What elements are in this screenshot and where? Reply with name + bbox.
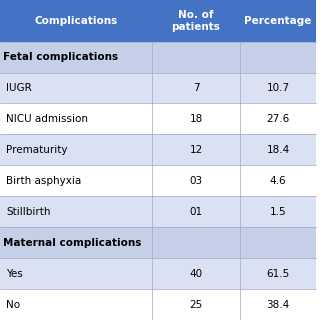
Text: No. of
patients: No. of patients [172,10,220,32]
Text: 10.7: 10.7 [267,83,290,93]
Text: 61.5: 61.5 [267,268,290,279]
Text: No: No [6,300,20,309]
Text: Fetal complications: Fetal complications [3,52,118,62]
Bar [0,42,316,73]
Text: 25: 25 [189,300,203,309]
Bar [0,196,316,227]
Text: Complications: Complications [34,16,117,26]
Text: Birth asphyxia: Birth asphyxia [6,176,82,186]
Bar [0,165,316,196]
Bar [0,0,152,42]
Text: 4.6: 4.6 [270,176,286,186]
Bar [0,134,316,165]
Text: 1.5: 1.5 [270,207,286,217]
Bar [0,258,316,289]
Text: 7: 7 [193,83,199,93]
Text: 27.6: 27.6 [267,114,290,124]
Text: 12: 12 [189,145,203,155]
Text: 01: 01 [189,207,203,217]
Bar [0,227,316,258]
Text: Percentage: Percentage [244,16,312,26]
Text: Yes: Yes [6,268,23,279]
Text: NICU admission: NICU admission [6,114,88,124]
Bar [0,73,316,103]
Text: Maternal complications: Maternal complications [3,238,141,248]
Text: 38.4: 38.4 [267,300,290,309]
Text: 18: 18 [189,114,203,124]
Text: Prematurity: Prematurity [6,145,68,155]
Text: 40: 40 [189,268,203,279]
Bar [0,289,316,320]
Bar [152,0,240,42]
Bar [0,103,316,134]
Text: 18.4: 18.4 [267,145,290,155]
Text: IUGR: IUGR [6,83,32,93]
Bar [240,0,316,42]
Text: Stillbirth: Stillbirth [6,207,51,217]
Text: 03: 03 [189,176,203,186]
